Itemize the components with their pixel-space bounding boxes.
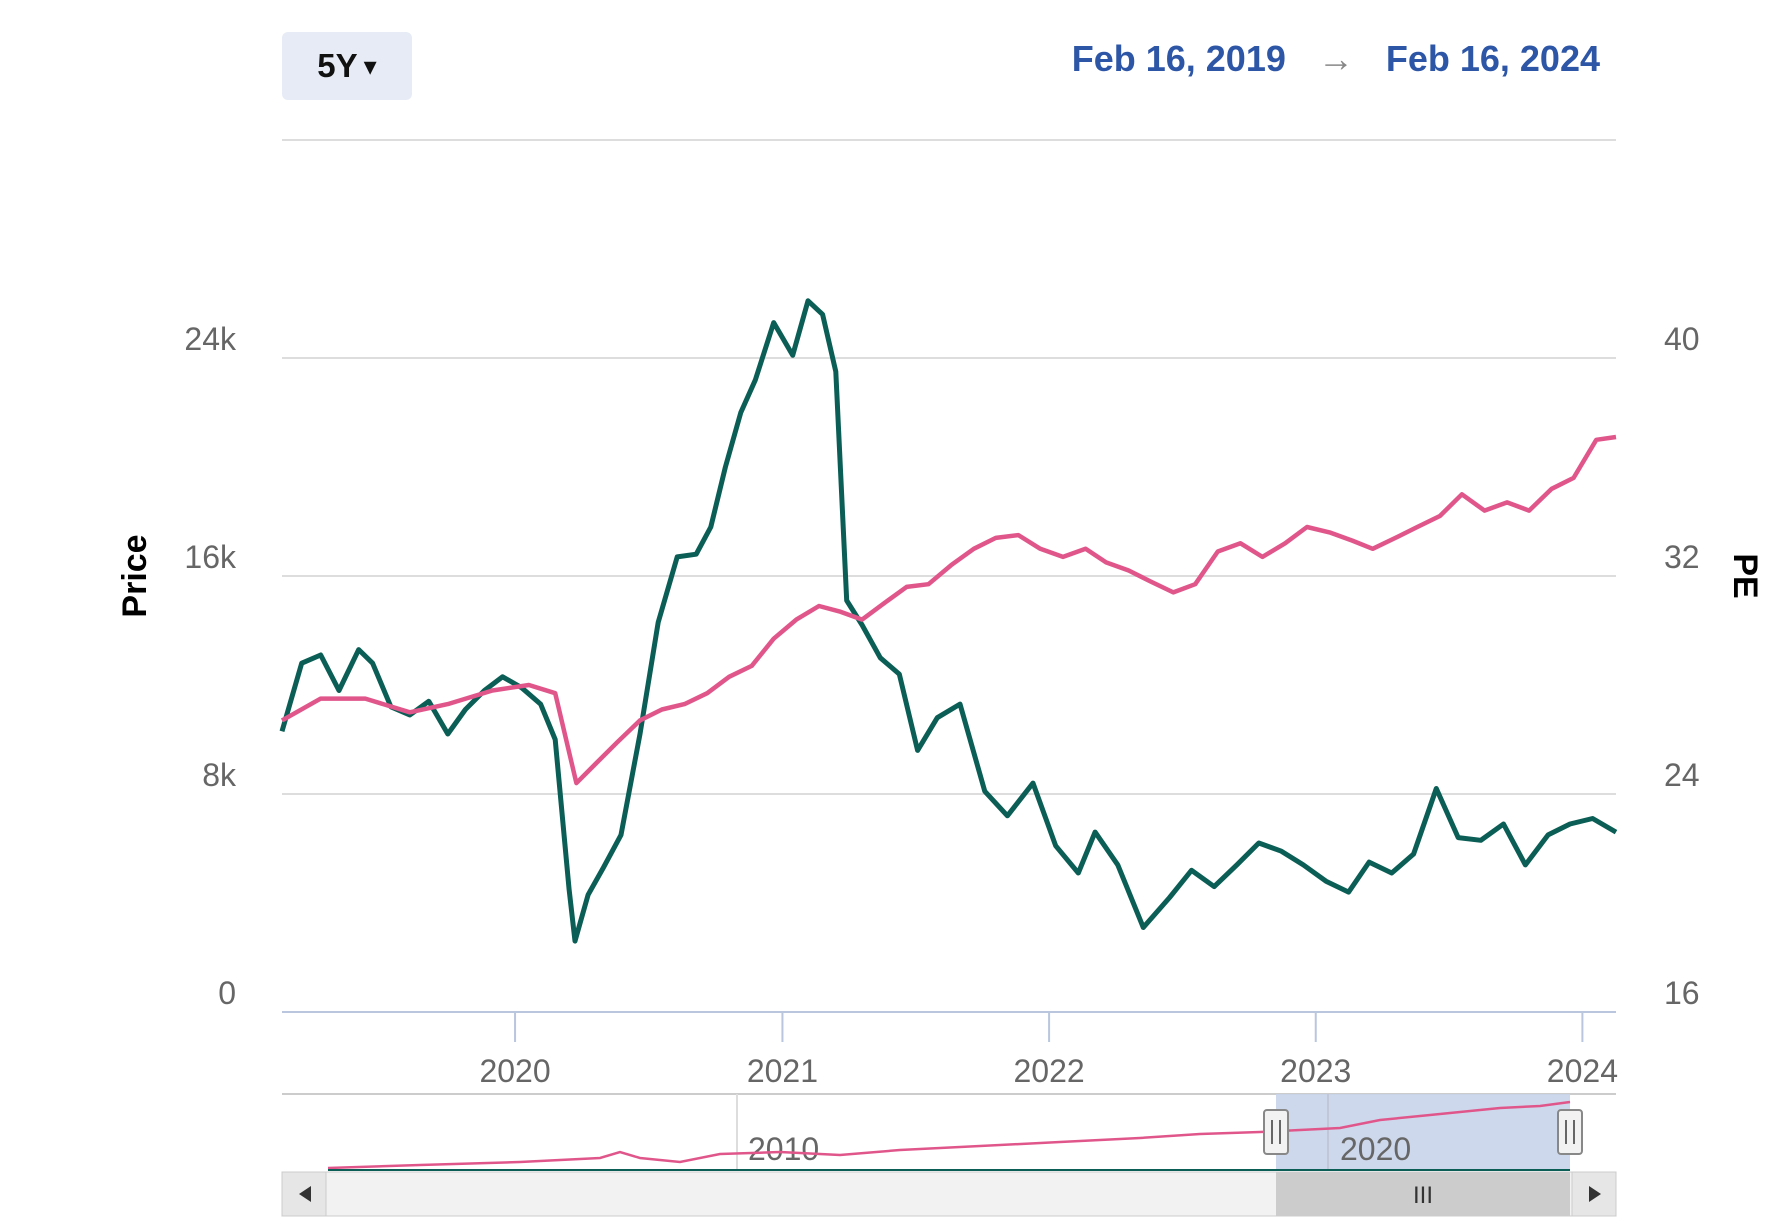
navigator-handle[interactable] [1557, 1109, 1583, 1155]
x-tick-label: 2020 [479, 1053, 550, 1089]
y-right-axis-title: PE [1726, 553, 1764, 598]
x-tick-label: 2021 [747, 1053, 818, 1089]
x-tick-label: 2023 [1280, 1053, 1351, 1089]
scroll-right-icon [1589, 1186, 1601, 1202]
navigator-year-label: 2010 [748, 1131, 819, 1167]
y-left-tick-label: 8k [202, 757, 237, 793]
y-left-axis-title: Price [116, 534, 154, 617]
navigator-selected-range [1276, 1094, 1570, 1170]
y-left-tick-label: 0 [218, 975, 236, 1011]
y-right-tick-label: 40 [1664, 321, 1700, 357]
x-tick-label: 2024 [1547, 1053, 1618, 1089]
x-tick-label: 2022 [1013, 1053, 1084, 1089]
navigator-pe-line [327, 1100, 1571, 1170]
price-series-line [279, 298, 1618, 944]
navigator-handle[interactable] [1263, 1109, 1289, 1155]
navigator-handle-box [1557, 1109, 1583, 1155]
scroll-left-icon [299, 1186, 311, 1202]
y-right-tick-label: 24 [1664, 757, 1700, 793]
chevron-down-icon: ▾ [363, 50, 377, 81]
y-left-tick-label: 24k [184, 321, 237, 357]
navigator-handle-box [1263, 1109, 1289, 1155]
pe-series-line [280, 434, 1617, 786]
y-right-tick-label: 32 [1664, 539, 1700, 575]
y-right-tick-label: 16 [1664, 975, 1700, 1011]
range-selector-button[interactable]: 5Y ▾ [282, 32, 412, 100]
arrow-right-icon: → [1317, 38, 1354, 79]
scrollbar-grip: III [1413, 1182, 1433, 1209]
y-left-tick-label: 16k [184, 539, 237, 575]
scrollbar-thumb[interactable] [1276, 1172, 1570, 1216]
date-range: Feb 16, 2019 → Feb 16, 2024 [1072, 38, 1600, 80]
end-date[interactable]: Feb 16, 2024 [1385, 38, 1600, 79]
range-selector-label: 5Y [317, 47, 358, 84]
start-date[interactable]: Feb 16, 2019 [1071, 38, 1286, 79]
navigator-year-label: 2020 [1340, 1131, 1411, 1167]
